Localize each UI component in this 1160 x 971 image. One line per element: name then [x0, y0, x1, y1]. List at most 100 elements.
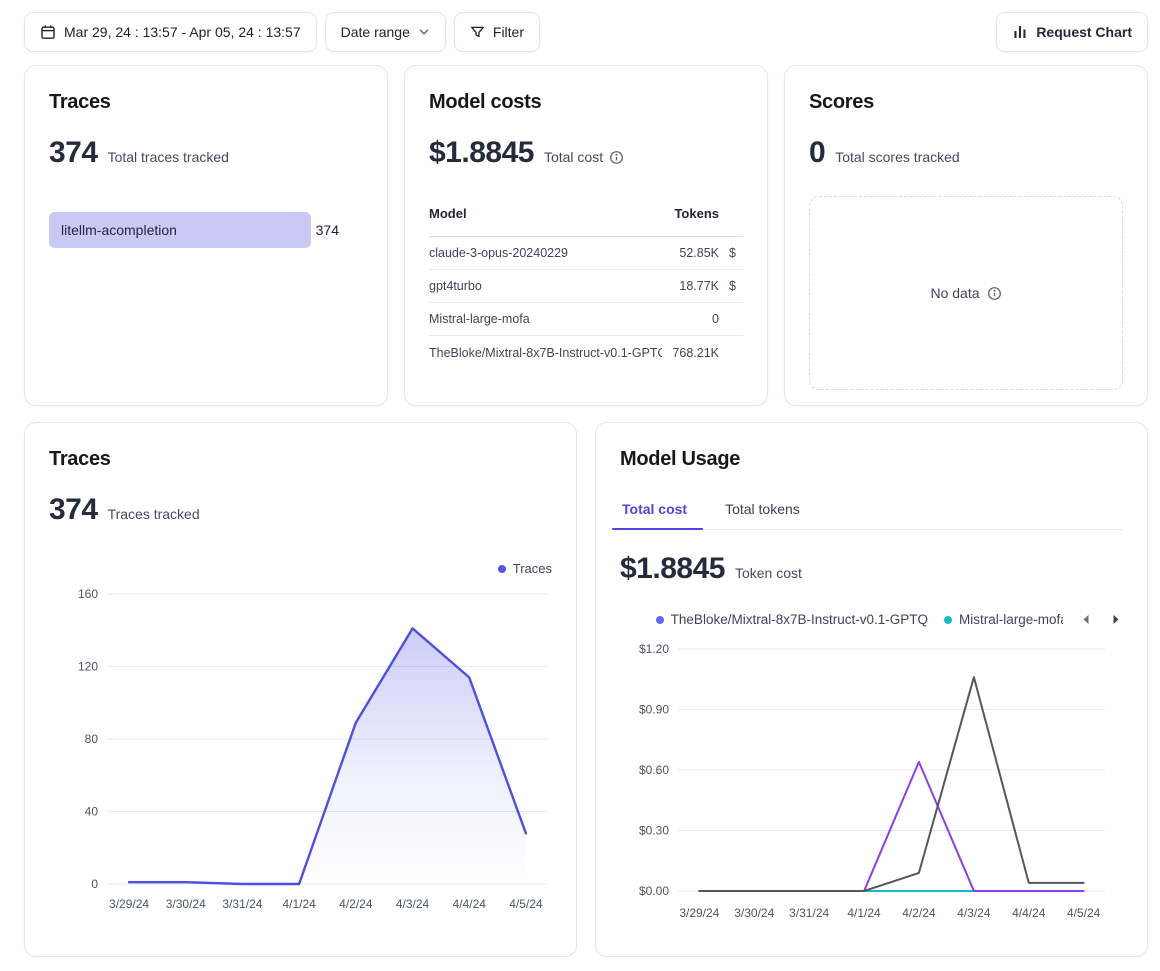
- chevron-right-icon: [1111, 614, 1121, 625]
- legend-label: Traces: [512, 561, 552, 576]
- svg-text:$0.90: $0.90: [639, 703, 669, 717]
- chevron-down-icon: [418, 26, 430, 38]
- svg-text:4/1/24: 4/1/24: [847, 906, 881, 920]
- svg-text:3/29/24: 3/29/24: [109, 897, 149, 911]
- svg-text:4/1/24: 4/1/24: [282, 897, 316, 911]
- tab-total-cost[interactable]: Total cost: [611, 501, 704, 530]
- legend-item: Mistral-large-mofa: [944, 612, 1063, 627]
- traces-chart: 0 40 80 120 160 3/29/24 3/30/24 3/31/24 4/1/24 4/…: [49, 582, 552, 921]
- traces-line-chart: 0 40 80 120 160 3/29/24 3/30/24 3/31/24 4/1/24 4/…: [78, 587, 548, 911]
- trace-name-row: litellm-acompletion 374: [49, 212, 363, 248]
- total-cost-label: Total cost: [544, 149, 624, 165]
- table-row: gpt4turbo 18.77K $: [429, 270, 743, 303]
- traces-total-value: 374: [49, 136, 98, 169]
- toolbar: Mar 29, 24 : 13:57 - Apr 05, 24 : 13:57 …: [24, 12, 1148, 52]
- legend-dot: [655, 615, 664, 624]
- model-usage-legend: TheBloke/Mixtral-8x7B-Instruct-v0.1-GPTQ…: [620, 612, 1123, 627]
- traces-metric: 374 Total traces tracked: [49, 136, 363, 170]
- total-cost-value: $1.8845: [429, 136, 534, 169]
- no-data-placeholder: No data: [809, 196, 1123, 390]
- svg-text:4/3/24: 4/3/24: [396, 897, 430, 911]
- legend-dot: [497, 564, 506, 573]
- scores-card: Scores 0 Total scores tracked No data: [784, 65, 1148, 406]
- svg-text:160: 160: [78, 587, 98, 601]
- svg-text:4/5/24: 4/5/24: [509, 897, 543, 911]
- table-row: TheBloke/Mixtral-8x7B-Instruct-v0.1-GPTQ…: [429, 345, 719, 360]
- trace-name-label: litellm-acompletion: [61, 222, 177, 238]
- charts-row: Traces 374 Traces tracked Traces 0 40 80 12…: [24, 422, 1148, 957]
- model-costs-card: Model costs $1.8845 Total cost Model Tok…: [404, 65, 768, 406]
- svg-text:3/30/24: 3/30/24: [734, 906, 774, 920]
- svg-text:3/31/24: 3/31/24: [789, 906, 829, 920]
- model-usage-chart: $0.00 $0.30 $0.60 $0.90 $1.20 3/29/24 3/30/24 3…: [620, 633, 1123, 930]
- table-row: Mistral-large-mofa 0: [429, 303, 743, 336]
- filter-button[interactable]: Filter: [453, 12, 541, 52]
- svg-text:3/31/24: 3/31/24: [222, 897, 262, 911]
- info-icon[interactable]: [609, 150, 624, 165]
- model-usage-card: Model Usage Total cost Total tokens $1.8…: [595, 422, 1148, 957]
- date-range-dropdown-label: Date range: [340, 24, 410, 40]
- traces-chart-card: Traces 374 Traces tracked Traces 0 40 80 12…: [24, 422, 577, 957]
- svg-text:$0.30: $0.30: [639, 824, 669, 838]
- svg-text:4/3/24: 4/3/24: [957, 906, 991, 920]
- svg-text:40: 40: [85, 805, 99, 819]
- table-row: claude-3-opus-20240229 52.85K $: [429, 237, 743, 270]
- svg-text:3/29/24: 3/29/24: [679, 906, 719, 920]
- model-usage-tabs: Total cost Total tokens: [611, 501, 1123, 530]
- chevron-left-icon: [1081, 614, 1091, 625]
- legend-dot: [944, 615, 952, 624]
- svg-text:0: 0: [91, 877, 98, 891]
- legend-prev-button[interactable]: [1079, 614, 1093, 625]
- card-title: Scores: [809, 91, 874, 113]
- column-header-tokens: Tokens: [674, 206, 719, 221]
- svg-text:4/2/24: 4/2/24: [339, 897, 373, 911]
- traces-chart-metric: 374 Traces tracked: [49, 493, 552, 527]
- trace-name-bar: litellm-acompletion: [49, 212, 311, 248]
- card-title: Traces: [49, 448, 111, 470]
- table-header: Model Tokens: [429, 206, 743, 237]
- svg-text:$1.20: $1.20: [639, 642, 669, 656]
- svg-text:$0.60: $0.60: [639, 763, 669, 777]
- date-range-picker-button[interactable]: Mar 29, 24 : 13:57 - Apr 05, 24 : 13:57: [24, 12, 317, 52]
- svg-text:80: 80: [85, 732, 99, 746]
- legend-label: TheBloke/Mixtral-8x7B-Instruct-v0.1-GPTQ: [670, 612, 928, 627]
- svg-text:3/30/24: 3/30/24: [166, 897, 206, 911]
- filter-funnel-icon: [470, 25, 485, 40]
- traces-summary-card: Traces 374 Total traces tracked litellm-…: [24, 65, 388, 406]
- traces-tracked-value: 374: [49, 493, 98, 526]
- traces-tracked-label: Traces tracked: [107, 506, 200, 522]
- svg-text:$0.00: $0.00: [639, 884, 669, 898]
- filter-label: Filter: [492, 24, 525, 40]
- date-range-value: Mar 29, 24 : 13:57 - Apr 05, 24 : 13:57: [64, 24, 301, 40]
- tab-total-tokens[interactable]: Total tokens: [725, 501, 800, 517]
- scores-metric: 0 Total scores tracked: [809, 136, 1123, 170]
- svg-text:4/4/24: 4/4/24: [453, 897, 487, 911]
- no-data-text: No data: [930, 285, 980, 301]
- model-costs-metric: $1.8845 Total cost: [429, 136, 743, 170]
- traces-chart-legend: Traces: [49, 561, 552, 576]
- card-title: Model Usage: [620, 448, 741, 470]
- card-title: Traces: [49, 91, 111, 113]
- legend-label: Mistral-large-mofa: [959, 612, 1063, 627]
- svg-text:4/4/24: 4/4/24: [1012, 906, 1046, 920]
- traces-total-label: Total traces tracked: [107, 149, 229, 165]
- model-usage-line-chart: $0.00 $0.30 $0.60 $0.90 $1.20 3/29/24 3/30/24 3…: [639, 642, 1105, 920]
- legend-next-button[interactable]: [1109, 614, 1123, 625]
- legend-item: TheBloke/Mixtral-8x7B-Instruct-v0.1-GPTQ: [655, 612, 928, 627]
- token-cost-label: Token cost: [734, 565, 802, 581]
- info-icon[interactable]: [987, 286, 1002, 301]
- date-range-dropdown[interactable]: Date range: [324, 12, 446, 52]
- svg-text:120: 120: [78, 660, 98, 674]
- request-chart-button[interactable]: Request Chart: [996, 12, 1148, 52]
- scores-total-label: Total scores tracked: [835, 149, 960, 165]
- request-chart-label: Request Chart: [1036, 24, 1132, 40]
- svg-text:4/5/24: 4/5/24: [1067, 906, 1101, 920]
- summary-row: Traces 374 Total traces tracked litellm-…: [24, 65, 1148, 406]
- column-header-model: Model: [429, 206, 467, 221]
- svg-text:4/2/24: 4/2/24: [902, 906, 936, 920]
- model-costs-table: Model Tokens claude-3-opus-20240229 52.8…: [429, 206, 743, 369]
- calendar-icon: [40, 24, 56, 40]
- scores-total-value: 0: [809, 136, 826, 169]
- token-cost-value: $1.8845: [620, 552, 725, 585]
- trace-name-count: 374: [315, 222, 339, 238]
